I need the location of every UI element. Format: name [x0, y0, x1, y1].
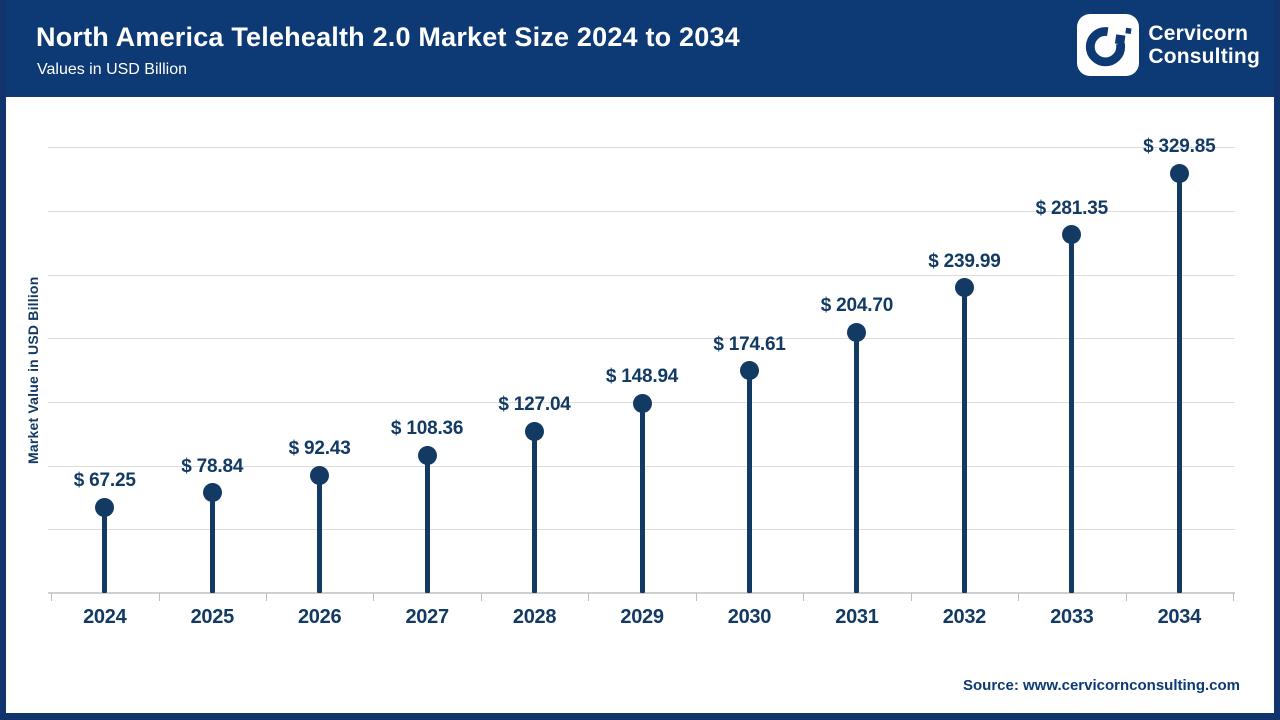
- axis-tick: [1233, 593, 1234, 601]
- x-tick-label: 2024: [83, 606, 127, 628]
- data-point-marker: [202, 483, 222, 503]
- lollipop-stem: [1069, 234, 1075, 593]
- page-subtitle: Values in USD Billion: [37, 61, 187, 78]
- value-label: $ 329.85: [1143, 136, 1216, 158]
- lollipop-stem: [209, 492, 215, 593]
- lollipop-stem: [532, 431, 537, 593]
- data-point-marker: [1062, 225, 1082, 245]
- x-tick-label: 2032: [942, 606, 987, 628]
- lollipop-stem: [961, 287, 967, 593]
- data-point-marker: [95, 497, 115, 517]
- brand-logo: Cervicorn Consulting: [1077, 13, 1260, 77]
- x-tick-label: 2027: [405, 606, 449, 628]
- header-banner: North America Telehealth 2.0 Market Size…: [0, 0, 1280, 97]
- value-label: $ 92.43: [288, 438, 351, 460]
- source-attribution: Source: www.cervicornconsulting.com: [962, 677, 1240, 694]
- axis-tick: [51, 593, 52, 601]
- value-label: $ 204.70: [820, 295, 894, 317]
- x-tick-label: 2025: [190, 606, 235, 628]
- cervicorn-c-glyph: [1086, 27, 1132, 67]
- x-tick-label: 2029: [620, 606, 664, 628]
- value-label: $ 239.99: [928, 250, 1001, 272]
- value-label: $ 127.04: [498, 394, 571, 416]
- lollipop-stem: [854, 332, 860, 593]
- lollipop-stem: [424, 455, 430, 593]
- axis-tick: [910, 593, 912, 601]
- data-point-marker: [310, 465, 330, 485]
- axis-tick: [1018, 593, 1020, 601]
- axis-tick: [265, 593, 267, 601]
- data-point-marker: [1169, 163, 1189, 183]
- gridline: [48, 338, 1235, 340]
- value-label: $ 108.36: [390, 418, 464, 439]
- gridline: [48, 147, 1235, 149]
- x-tick-label: 2034: [1157, 606, 1202, 628]
- brand-name-line1: Cervicorn: [1148, 22, 1249, 45]
- axis-tick: [373, 593, 375, 601]
- lollipop-stem: [317, 475, 323, 593]
- lollipop-stem: [102, 507, 108, 593]
- value-label: $ 78.84: [181, 455, 244, 477]
- axis-tick: [695, 593, 697, 601]
- axis-tick: [588, 593, 590, 601]
- brand-name: Cervicorn Consulting: [1148, 22, 1260, 68]
- axis-tick: [480, 593, 482, 601]
- page-title: North America Telehealth 2.0 Market Size…: [36, 22, 740, 52]
- y-axis-title: Market Value in USD Billion: [25, 276, 41, 464]
- data-point-marker: [847, 322, 867, 342]
- axis-tick: [158, 593, 160, 601]
- axis-tick: [803, 593, 805, 601]
- value-label: $ 281.35: [1035, 197, 1109, 219]
- cervicorn-c-logo-icon: [1077, 14, 1140, 76]
- lollipop-stem: [747, 370, 752, 593]
- x-tick-label: 2033: [1050, 606, 1094, 628]
- data-point-marker: [525, 421, 544, 441]
- axis-tick: [1125, 593, 1127, 601]
- lollipop-stem: [1176, 173, 1182, 593]
- x-tick-label: 2026: [297, 606, 342, 628]
- data-point-marker: [632, 393, 652, 413]
- gridline: [48, 274, 1235, 276]
- gridline: [48, 211, 1235, 213]
- x-tick-label: 2031: [835, 606, 879, 628]
- data-point-marker: [417, 445, 437, 465]
- brand-name-line2: Consulting: [1148, 45, 1260, 68]
- x-tick-label: 2028: [512, 606, 557, 628]
- data-point-marker: [740, 361, 759, 381]
- value-label: $ 148.94: [605, 366, 679, 388]
- x-axis-line: [48, 592, 1235, 594]
- value-label: $ 67.25: [73, 470, 136, 492]
- lollipop-stem: [639, 403, 645, 593]
- value-label: $ 174.61: [713, 333, 786, 355]
- x-tick-label: 2030: [727, 606, 772, 628]
- data-point-marker: [954, 278, 974, 297]
